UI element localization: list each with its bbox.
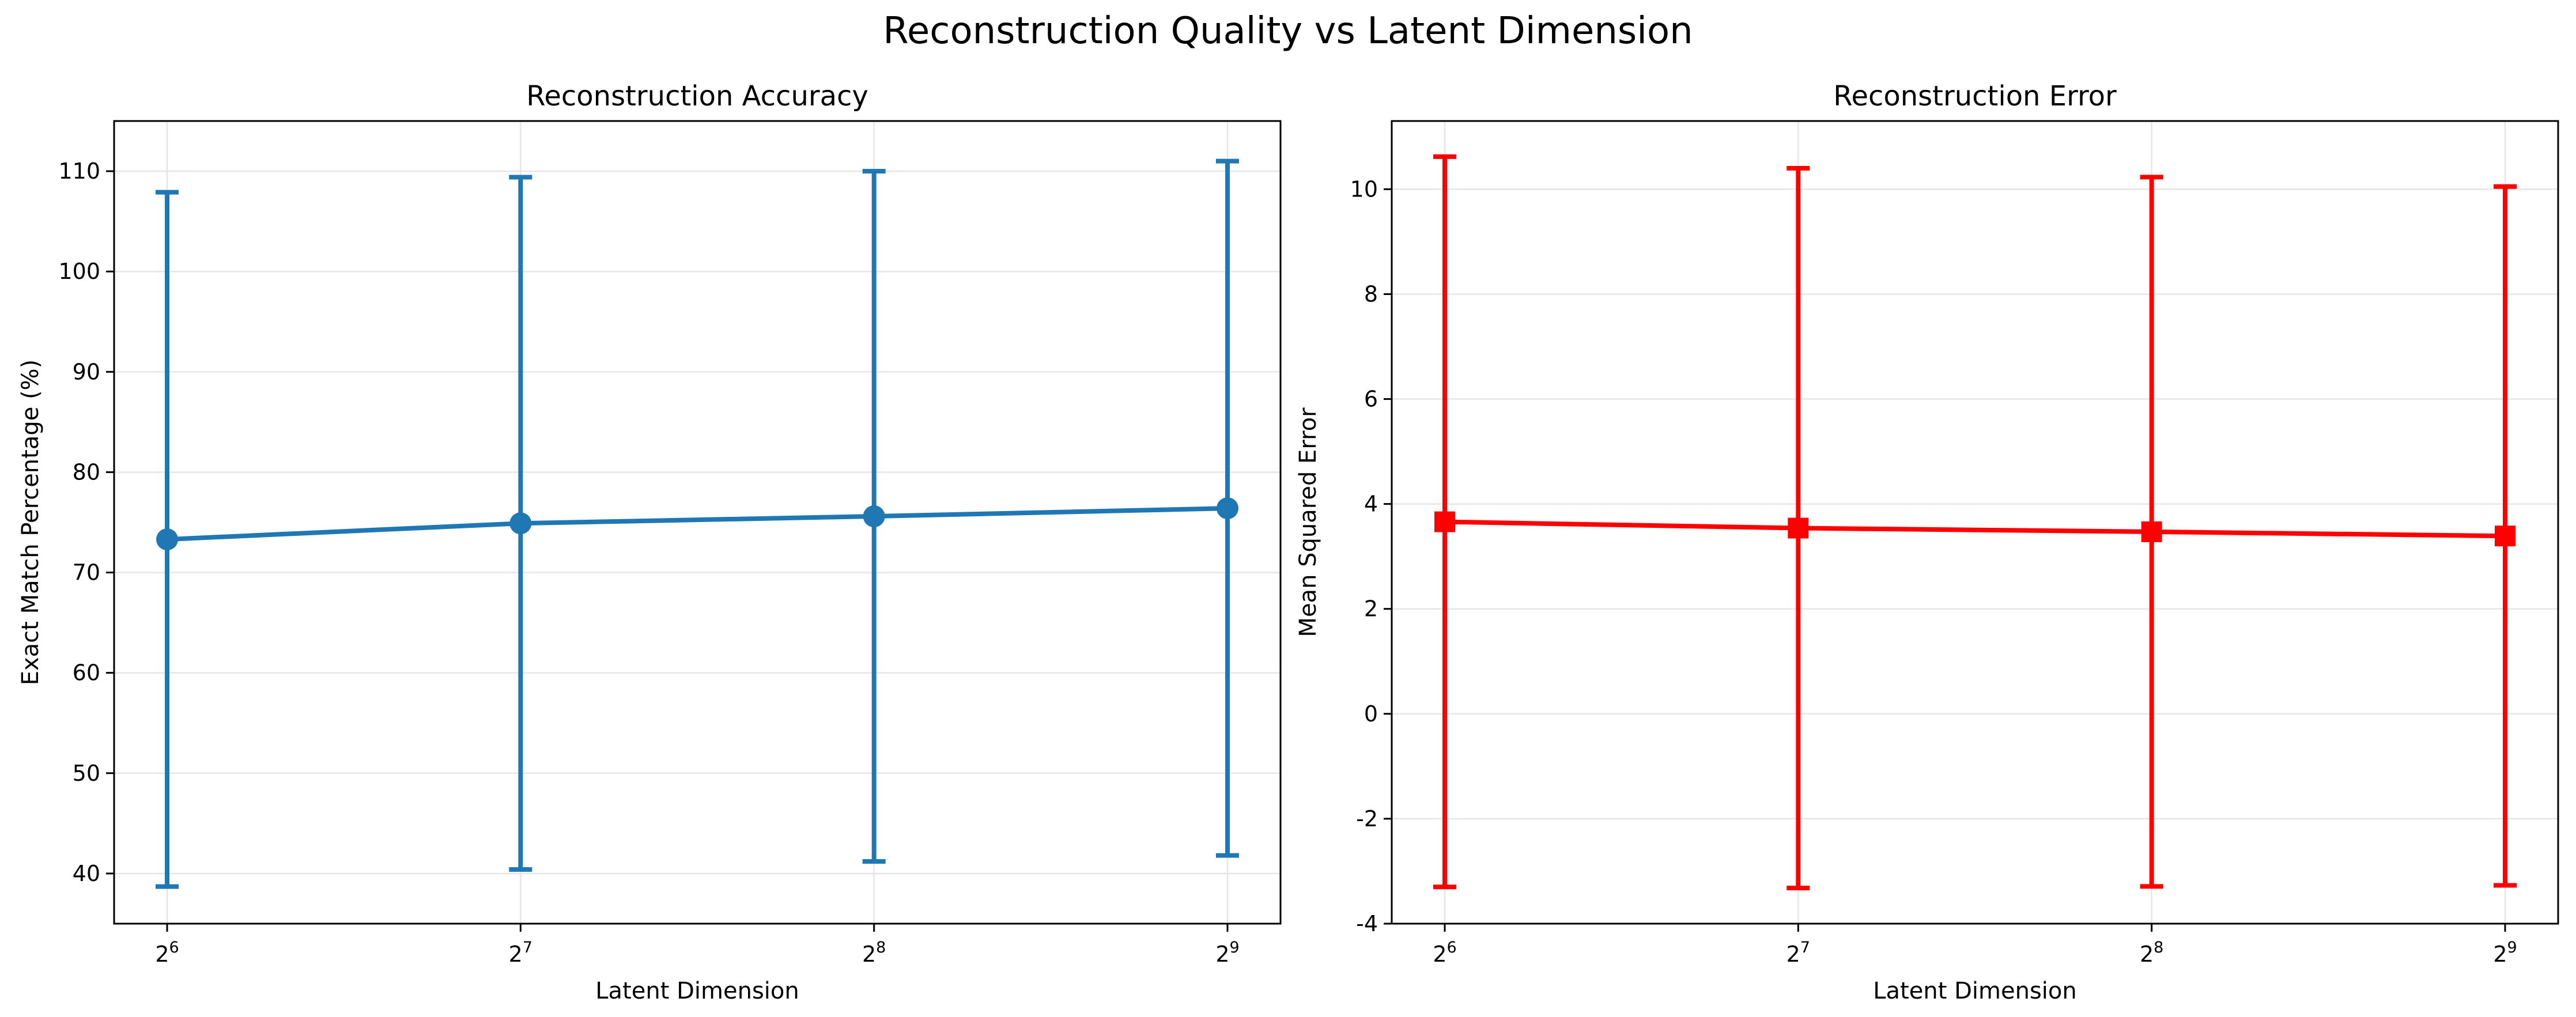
x-tick-label: 29 xyxy=(1215,939,1239,967)
x-tick-exponent: 8 xyxy=(876,939,886,956)
y-tick-label: 4 xyxy=(1364,492,1378,517)
y-axis-label: Mean Squared Error xyxy=(1295,407,1321,637)
x-tick-base: 2 xyxy=(1215,942,1229,967)
data-point xyxy=(156,528,178,551)
x-tick-label: 27 xyxy=(509,939,532,967)
x-tick-base: 2 xyxy=(2140,942,2154,967)
series-line xyxy=(1444,519,2506,539)
x-tick-base: 2 xyxy=(862,942,876,967)
y-tick-label: 110 xyxy=(58,158,100,184)
y-tick-label: -2 xyxy=(1356,806,1378,831)
x-tick-label: 26 xyxy=(155,939,179,967)
data-point xyxy=(1434,511,1455,532)
x-tick-base: 2 xyxy=(509,942,523,967)
x-tick-base: 2 xyxy=(2493,942,2507,967)
data-point xyxy=(2141,521,2162,542)
x-tick-base: 2 xyxy=(1786,942,1800,967)
x-tick-exponent: 6 xyxy=(1447,939,1457,956)
x-tick-exponent: 7 xyxy=(1800,939,1810,956)
y-tick-label: -4 xyxy=(1356,911,1378,936)
x-axis-label: Latent Dimension xyxy=(1873,978,2076,1004)
x-tick-exponent: 9 xyxy=(2507,939,2517,956)
x-axis-label: Latent Dimension xyxy=(595,978,799,1004)
plot-area xyxy=(114,121,1281,924)
panel-title: Reconstruction Error xyxy=(1833,80,2117,112)
x-tick-exponent: 7 xyxy=(523,939,532,956)
y-tick-label: 60 xyxy=(73,660,100,686)
y-tick-label: 40 xyxy=(73,861,100,886)
x-tick-label: 28 xyxy=(862,939,886,967)
y-tick-label: 2 xyxy=(1364,596,1378,622)
y-tick-label: 100 xyxy=(58,259,100,284)
y-tick-label: 90 xyxy=(73,359,100,384)
data-point xyxy=(1788,517,1809,539)
x-tick-base: 2 xyxy=(1433,942,1446,967)
y-axis-label: Exact Match Percentage (%) xyxy=(17,360,44,686)
series-line xyxy=(167,506,1228,542)
data-point xyxy=(509,512,532,535)
x-tick-exponent: 9 xyxy=(1230,939,1240,956)
axes-frame xyxy=(113,120,1282,925)
x-tick-label: 29 xyxy=(2493,939,2517,967)
data-point xyxy=(2495,525,2515,547)
y-tick-label: 10 xyxy=(1350,176,1378,202)
data-point xyxy=(1217,497,1238,520)
axes-frame xyxy=(1391,120,2559,925)
x-tick-base: 2 xyxy=(155,942,169,967)
y-tick-label: 50 xyxy=(73,761,100,786)
x-tick-label: 27 xyxy=(1786,939,1810,967)
figure-title: Reconstruction Quality vs Latent Dimensi… xyxy=(883,10,1693,52)
panel-title: Reconstruction Accuracy xyxy=(526,80,868,112)
y-tick-label: 6 xyxy=(1364,387,1378,412)
x-tick-exponent: 6 xyxy=(169,939,179,956)
x-tick-label: 26 xyxy=(1433,939,1456,967)
data-point xyxy=(863,505,885,528)
y-tick-label: 70 xyxy=(73,560,100,585)
x-tick-label: 28 xyxy=(2140,939,2163,967)
y-tick-label: 80 xyxy=(73,459,100,485)
y-tick-label: 0 xyxy=(1364,701,1378,727)
y-tick-label: 8 xyxy=(1364,281,1378,307)
x-tick-exponent: 8 xyxy=(2154,939,2163,956)
